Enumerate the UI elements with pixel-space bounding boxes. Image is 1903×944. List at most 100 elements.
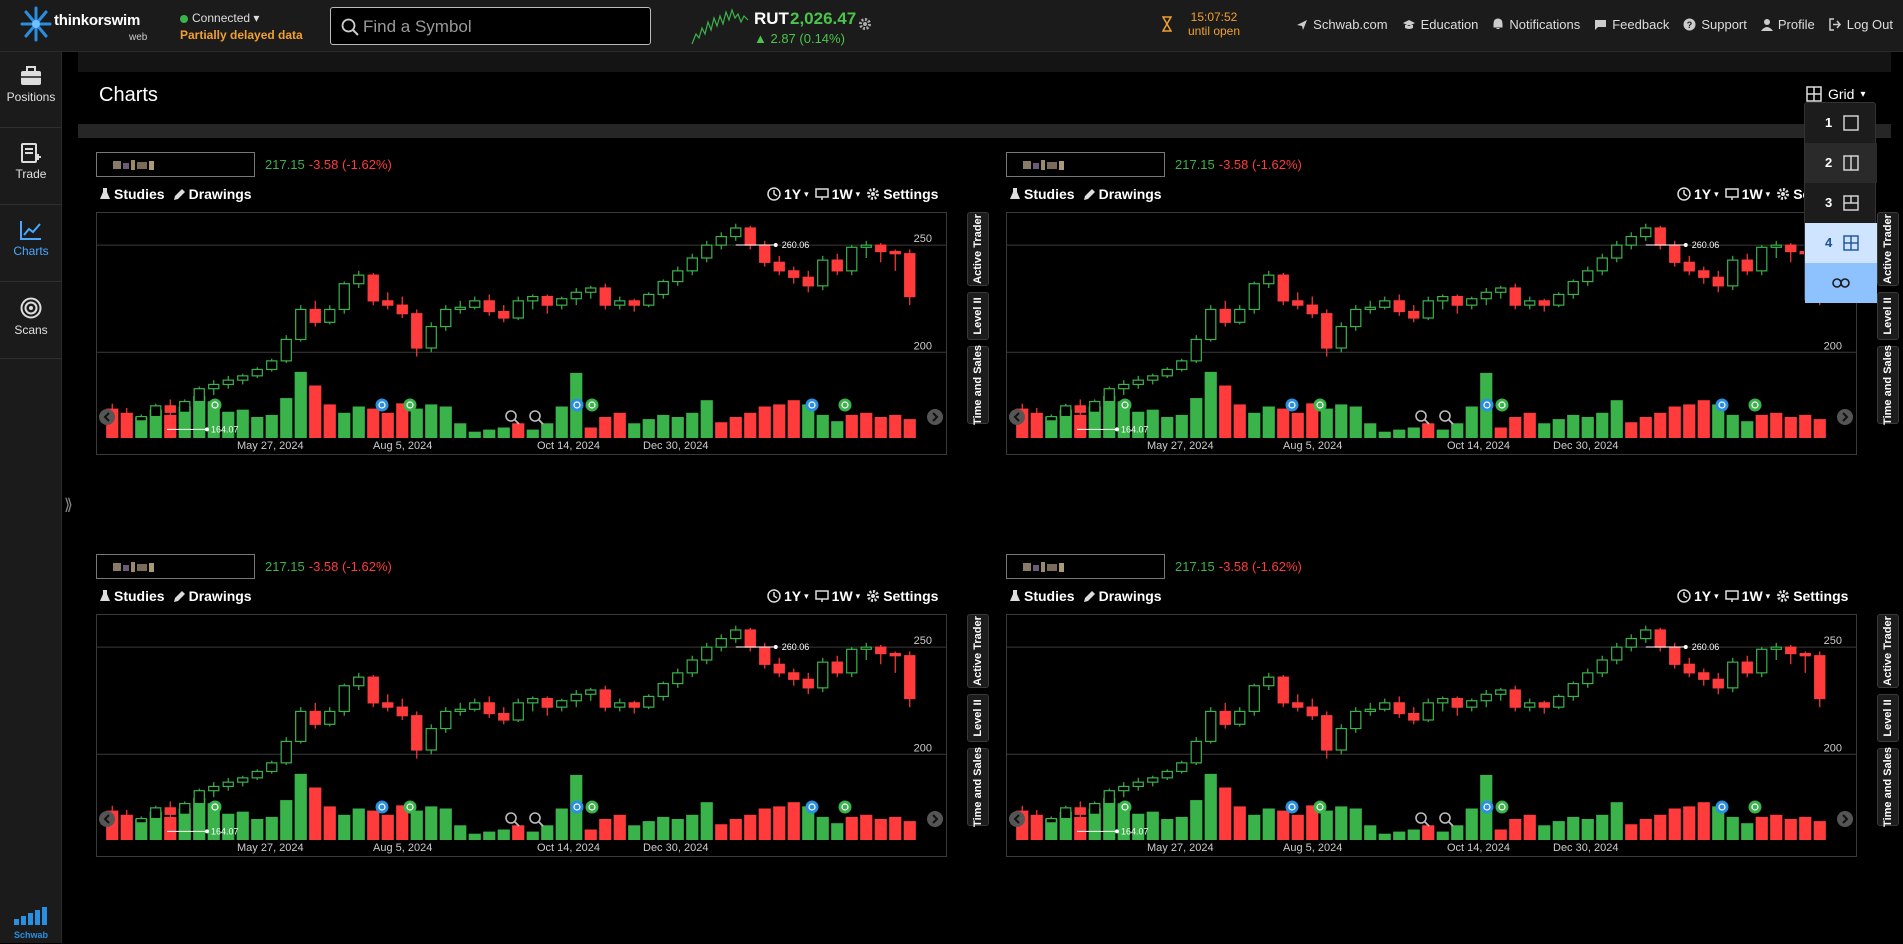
search-input[interactable] (363, 16, 643, 38)
zoom-in-icon[interactable] (529, 410, 544, 425)
volume-bar (280, 800, 293, 840)
symbol-selector[interactable] (1006, 152, 1165, 177)
tab-level-ii[interactable]: Level II (967, 694, 989, 742)
sidebar-item-charts[interactable]: Charts (0, 206, 62, 282)
sidebar-item-label: Positions (6, 90, 56, 104)
volume-bar (1567, 816, 1580, 840)
time-range-select[interactable]: 1Y ▾ (767, 588, 809, 604)
studies-button[interactable]: Studies (99, 588, 165, 604)
expand-sidebar-icon[interactable]: ⟫ (64, 497, 73, 514)
tab-level-ii[interactable]: Level II (1877, 694, 1899, 742)
brand-name: thinkorswim (54, 12, 141, 29)
zoom-out-icon[interactable] (1415, 812, 1430, 827)
grid-option-2[interactable]: 2 (1805, 143, 1877, 183)
connection-status[interactable]: Connected ▾ Partially delayed data (180, 11, 303, 42)
symbol-selector[interactable] (96, 152, 255, 177)
interval-select[interactable]: 1W ▾ (814, 588, 860, 604)
time-range-select[interactable]: 1Y ▾ (1677, 186, 1719, 202)
time-range-select[interactable]: 1Y ▾ (767, 186, 809, 202)
tab-active-trader[interactable]: Active Trader (967, 614, 989, 688)
grid-layout-button[interactable]: Grid ▾ (1806, 86, 1865, 102)
nav-link-feedback[interactable]: Feedback (1594, 17, 1669, 32)
main-area: Charts Grid ▾ 217.15 -3.58 (-1.62%) Studi… (78, 52, 1899, 943)
scroll-right-icon[interactable] (1837, 409, 1853, 425)
price-change: -3.58 (-1.62%) (1218, 559, 1302, 574)
volume-bar (1074, 414, 1087, 438)
sidebar-item-positions[interactable]: Positions (0, 52, 62, 128)
interval-select[interactable]: 1W ▾ (1724, 588, 1770, 604)
nav-link-logout[interactable]: Log Out (1828, 17, 1893, 32)
candle-body (1640, 227, 1652, 238)
scroll-left-icon[interactable] (99, 811, 115, 827)
grid-option-4[interactable]: 4 (1805, 223, 1877, 263)
two-pane-icon (1843, 155, 1859, 171)
volume-bar (1393, 831, 1406, 840)
symbol-search[interactable] (330, 7, 651, 45)
studies-button[interactable]: Studies (1009, 186, 1075, 202)
tab-time-and-sales[interactable]: Time and Sales (1877, 747, 1899, 827)
nav-link-notifications[interactable]: Notifications (1492, 17, 1580, 32)
volume-bar (1146, 811, 1159, 840)
zoom-out-icon[interactable] (505, 410, 520, 425)
scroll-right-icon[interactable] (927, 811, 943, 827)
tab-active-trader[interactable]: Active Trader (1877, 614, 1899, 688)
symbol-selector[interactable] (1006, 554, 1165, 579)
zoom-out-icon[interactable] (1415, 410, 1430, 425)
settings-button[interactable]: Settings (866, 186, 938, 202)
studies-button[interactable]: Studies (99, 186, 165, 202)
zoom-in-icon[interactable] (529, 812, 544, 827)
drawings-button[interactable]: Drawings (1083, 186, 1162, 202)
tab-level-ii[interactable]: Level II (967, 292, 989, 340)
tab-time-and-sales[interactable]: Time and Sales (967, 345, 989, 425)
scroll-left-icon[interactable] (99, 409, 115, 425)
drawings-button[interactable]: Drawings (1083, 588, 1162, 604)
studies-button[interactable]: Studies (1009, 588, 1075, 604)
nav-link-support[interactable]: ? Support (1683, 17, 1747, 32)
nav-link-profile[interactable]: Profile (1760, 17, 1815, 32)
sidebar-item-trade[interactable]: Trade (0, 129, 62, 205)
scroll-left-icon[interactable] (1009, 409, 1025, 425)
candle-body (1219, 308, 1231, 323)
tab-active-trader[interactable]: Active Trader (1877, 212, 1899, 286)
settings-button[interactable]: Settings (1776, 588, 1848, 604)
settings-button[interactable]: Settings (866, 588, 938, 604)
link-charts-option[interactable] (1805, 263, 1877, 303)
scroll-right-icon[interactable] (1837, 811, 1853, 827)
time-range-select[interactable]: 1Y ▾ (1677, 588, 1719, 604)
sidebar-item-scans[interactable]: Scans (0, 283, 62, 359)
drawings-button[interactable]: Drawings (173, 186, 252, 202)
scroll-left-icon[interactable] (1009, 811, 1025, 827)
candle-body (1683, 663, 1695, 674)
candle-body (1263, 676, 1275, 687)
nav-link-schwab[interactable]: Schwab.com (1296, 17, 1388, 32)
low-marker-label: 164.07 (1121, 826, 1149, 836)
grid-option-1[interactable]: 1 (1805, 103, 1877, 143)
candle-body (512, 300, 524, 319)
thinkorswim-logo[interactable]: thinkorswim web (18, 4, 168, 48)
candle-body (556, 700, 568, 708)
interval-select[interactable]: 1W ▾ (814, 186, 860, 202)
nav-link-education[interactable]: Education (1402, 17, 1478, 32)
zoom-in-icon[interactable] (1439, 812, 1454, 827)
candle-body (701, 646, 713, 661)
grid-option-3[interactable]: 3 (1805, 183, 1877, 223)
tab-active-trader[interactable]: Active Trader (967, 212, 989, 286)
index-ticker[interactable]: RUT 2,026.47 ▲ 2.87 (0.14%) (690, 4, 890, 48)
tab-time-and-sales[interactable]: Time and Sales (1877, 345, 1899, 425)
tab-level-ii[interactable]: Level II (1877, 292, 1899, 340)
scroll-right-icon[interactable] (927, 409, 943, 425)
tab-time-and-sales[interactable]: Time and Sales (967, 747, 989, 827)
gear-icon[interactable] (858, 17, 872, 31)
zoom-out-icon[interactable] (505, 812, 520, 827)
volume-bar (744, 412, 757, 438)
volume-bar (164, 816, 177, 840)
symbol-selector[interactable] (96, 554, 255, 579)
volume-bar (1277, 408, 1290, 438)
zoom-in-icon[interactable] (1439, 410, 1454, 425)
interval-select[interactable]: 1W ▾ (1724, 186, 1770, 202)
drawings-button[interactable]: Drawings (173, 588, 252, 604)
